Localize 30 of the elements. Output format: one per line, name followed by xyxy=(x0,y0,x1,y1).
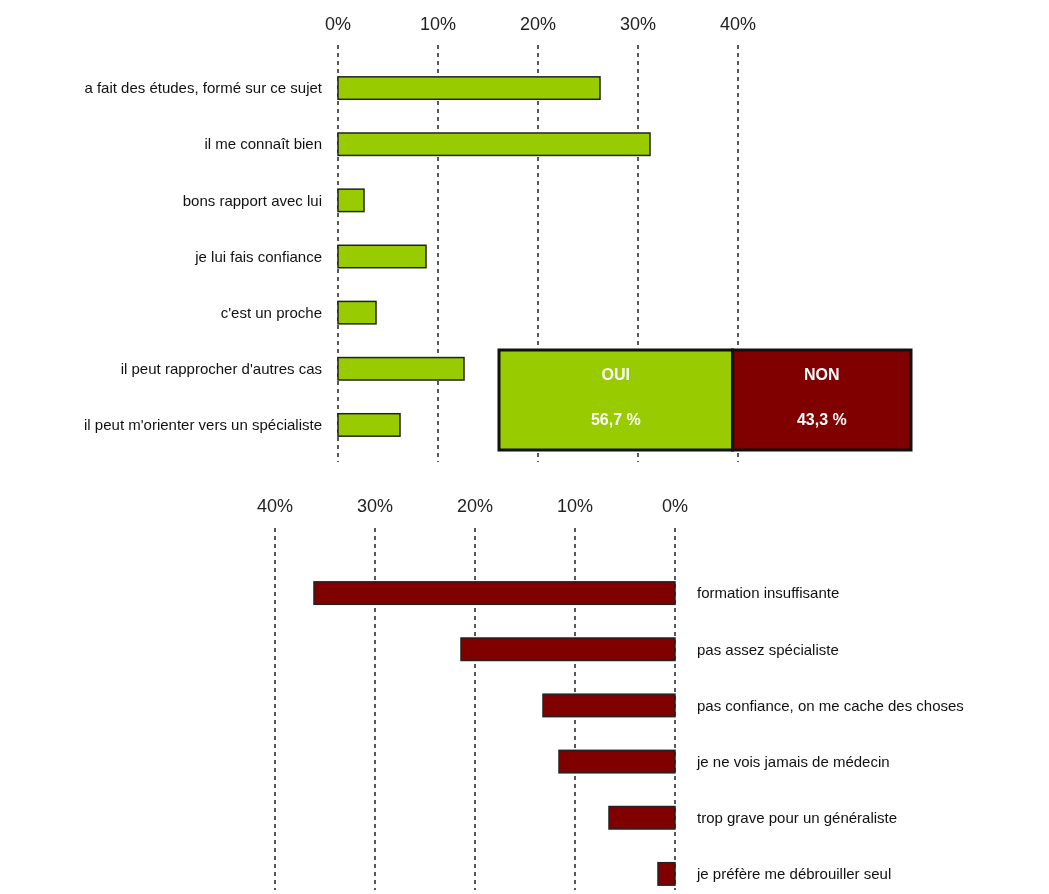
y-tick-label: il me connaît bien xyxy=(204,135,322,153)
bar xyxy=(657,861,676,886)
bar xyxy=(608,805,676,830)
x-tick-label: 10% xyxy=(419,14,457,34)
y-tick-label: je préfère me débrouiller seul xyxy=(696,865,892,883)
x-tick-label: 30% xyxy=(619,14,657,34)
y-tick-label: formation insuffisante xyxy=(697,584,840,602)
y-tick-label: c'est un proche xyxy=(220,303,322,321)
bar xyxy=(558,749,676,774)
x-tick-label: 30% xyxy=(356,496,394,516)
y-tick-label: bons rapport avec lui xyxy=(182,191,322,209)
y-tick-label: il peut m'orienter vers un spécialiste xyxy=(84,416,322,434)
x-tick-label: 40% xyxy=(256,496,294,516)
y-tick-label: je ne vois jamais de médecin xyxy=(696,752,890,770)
x-tick-label: 10% xyxy=(556,496,594,516)
y-tick-label: a fait des études, formé sur ce sujet xyxy=(84,79,323,97)
x-tick-label: 20% xyxy=(456,496,494,516)
x-tick-label: 20% xyxy=(519,14,557,34)
series-label: NON xyxy=(804,366,840,383)
y-tick-label: pas confiance, on me cache des choses xyxy=(697,696,964,714)
data-label: 43,3 % xyxy=(796,411,847,428)
y-tick-label: trop grave pour un généraliste xyxy=(697,809,898,826)
y-tick-label: pas assez spécialiste xyxy=(697,640,839,658)
x-tick-label: 40% xyxy=(719,14,757,34)
y-tick-label: je lui fais confiance xyxy=(194,247,322,265)
x-tick-label: 0% xyxy=(324,14,352,34)
data-label: 56,7 % xyxy=(590,411,641,428)
x-tick-label: 0% xyxy=(661,496,689,516)
y-tick-label: il peut rapprocher d'autres cas xyxy=(120,360,322,378)
series-label: OUI xyxy=(601,366,631,383)
